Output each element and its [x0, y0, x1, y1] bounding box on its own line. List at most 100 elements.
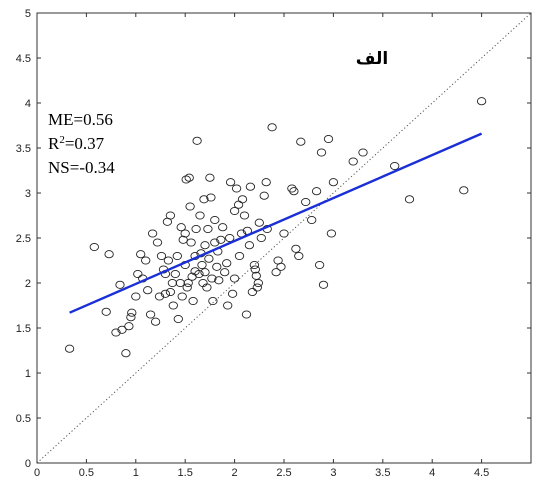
data-point	[152, 238, 163, 247]
x-tick-label: 3	[330, 467, 336, 479]
data-point	[208, 296, 218, 306]
data-point	[117, 325, 127, 334]
data-point	[178, 235, 188, 244]
data-point	[184, 173, 194, 182]
data-point	[210, 238, 220, 247]
data-point	[239, 211, 250, 220]
stat-r2-value: =0.37	[65, 134, 105, 153]
y-tick-label: 1	[25, 368, 31, 380]
data-point	[241, 310, 252, 319]
x-tick-label: 1	[133, 467, 139, 479]
data-point	[223, 301, 233, 310]
stat-me: ME=0.56	[48, 110, 113, 129]
data-point	[181, 175, 191, 184]
y-tick-label: 5	[25, 8, 31, 20]
data-point	[183, 278, 193, 288]
x-tick-label: 2.5	[276, 467, 291, 479]
data-point	[172, 251, 182, 261]
data-point	[204, 254, 214, 263]
data-point	[301, 197, 311, 207]
data-point	[220, 268, 230, 277]
data-point	[101, 307, 111, 316]
data-point	[131, 292, 141, 301]
data-point	[136, 250, 146, 259]
data-point	[173, 314, 183, 324]
data-point	[218, 223, 228, 232]
data-point	[252, 283, 262, 292]
data-point	[291, 244, 301, 253]
data-point	[126, 313, 136, 322]
data-point	[167, 278, 178, 288]
data-point	[348, 157, 358, 166]
data-point	[156, 251, 167, 261]
data-point	[127, 308, 137, 317]
data-point	[294, 251, 304, 261]
y-tick-label: 2	[25, 278, 31, 290]
data-point	[160, 289, 171, 298]
data-point	[64, 344, 75, 353]
stat-r2-superscript: 2	[59, 134, 65, 146]
data-point	[194, 269, 204, 279]
y-tick-label: 0.5	[16, 413, 31, 425]
y-tick-label: 3.5	[16, 143, 31, 155]
x-tick-label: 4	[429, 467, 435, 479]
data-point	[124, 322, 134, 331]
data-point	[191, 224, 201, 234]
data-point	[104, 250, 114, 259]
data-point	[186, 238, 196, 247]
data-point	[141, 256, 151, 265]
x-tick-label: 0.5	[79, 467, 94, 479]
data-point	[256, 233, 266, 243]
data-point	[271, 268, 281, 277]
data-point	[390, 161, 400, 171]
data-point	[89, 242, 99, 252]
data-point	[163, 256, 174, 265]
regression-line-layer	[69, 132, 483, 314]
data-point	[206, 193, 216, 202]
data-point	[202, 283, 212, 292]
data-point	[245, 182, 256, 191]
y-tick-label: 2.5	[16, 233, 31, 245]
data-point	[225, 233, 235, 243]
y-tick-label: 3	[25, 188, 31, 200]
data-point	[323, 134, 334, 144]
data-point	[175, 278, 185, 288]
data-point	[222, 259, 232, 268]
x-tick-label: 2	[232, 467, 238, 479]
data-point	[259, 191, 269, 200]
stat-r2: R2=0.37	[48, 134, 105, 153]
data-point	[237, 195, 248, 204]
data-point	[121, 349, 131, 358]
data-point	[147, 229, 158, 238]
x-tick-label: 4.5	[474, 467, 489, 479]
data-point	[214, 276, 224, 285]
data-point	[234, 251, 245, 261]
data-point	[459, 186, 469, 195]
data-point	[225, 178, 236, 187]
data-point	[227, 289, 238, 298]
data-point	[207, 274, 217, 283]
stat-ns: NS=-0.34	[48, 158, 115, 177]
x-tick-label: 0	[34, 467, 40, 479]
data-point	[229, 206, 240, 216]
data-point	[150, 317, 161, 326]
data-point	[249, 260, 260, 270]
data-point	[307, 215, 317, 225]
data-point	[188, 296, 198, 306]
panel-label: الف	[356, 49, 388, 69]
regression-line	[69, 132, 483, 314]
y-tick-label: 4	[25, 98, 31, 110]
data-point	[133, 269, 143, 279]
data-point	[311, 187, 322, 196]
data-point	[296, 137, 306, 146]
data-point	[182, 283, 192, 292]
data-point	[205, 173, 215, 182]
data-point	[267, 123, 277, 132]
data-point	[250, 265, 260, 274]
x-tick-labels: 0 0.5 1 1.5 2 2.5 3 3.5 4 4.5	[34, 467, 489, 479]
data-point	[276, 262, 286, 271]
data-point	[404, 195, 415, 204]
x-tick-label: 3.5	[375, 467, 390, 479]
data-point	[168, 301, 178, 310]
data-point	[287, 184, 297, 193]
